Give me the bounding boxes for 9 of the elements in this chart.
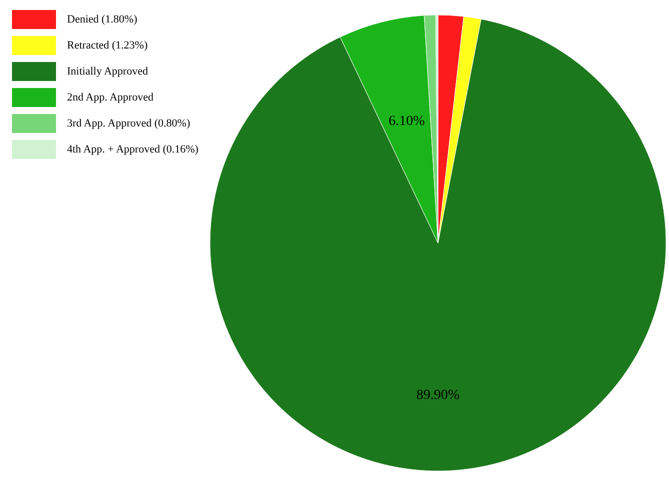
legend-label: 2nd App. Approved	[67, 92, 154, 104]
pie-slice	[210, 18, 666, 472]
legend-label: Retracted (1.23%)	[67, 40, 148, 52]
legend-label: 3rd App. Approved (0.80%)	[67, 118, 190, 130]
data-label: 6.10%	[388, 114, 426, 129]
data-label: 89.90%	[416, 388, 460, 403]
legend-label: 4th App. + Approved (0.16%)	[67, 144, 199, 156]
legend-label: Initially Approved	[67, 66, 148, 78]
legend-label: Denied (1.80%)	[67, 14, 138, 26]
